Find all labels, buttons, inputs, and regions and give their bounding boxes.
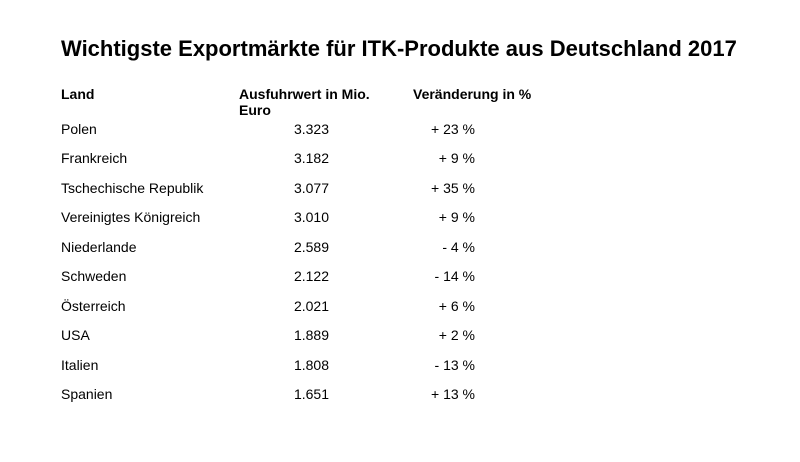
cell-value: 2.021: [293, 298, 329, 314]
table-row: Schweden 2.122 - 14 %: [0, 266, 800, 286]
table-row: Polen 3.323 + 23 %: [0, 119, 800, 139]
table-row: Vereinigtes Königreich 3.010 + 9 %: [0, 207, 800, 227]
table-row: USA 1.889 + 2 %: [0, 325, 800, 345]
cell-change: + 6 %: [438, 298, 475, 314]
cell-value: 2.122: [293, 268, 329, 284]
cell-change: + 35 %: [431, 180, 475, 196]
cell-change: - 4 %: [442, 239, 475, 255]
cell-land: Italien: [61, 357, 99, 373]
column-header-change: Veränderung in %: [413, 86, 532, 102]
cell-land: USA: [61, 327, 90, 343]
cell-value: 2.589: [293, 239, 329, 255]
cell-value: 3.077: [293, 180, 329, 196]
cell-change: + 9 %: [438, 150, 475, 166]
cell-value: 1.651: [293, 386, 329, 402]
cell-change: + 9 %: [438, 209, 475, 225]
cell-land: Niederlande: [61, 239, 137, 255]
chart-title: Wichtigste Exportmärkte für ITK-Produkte…: [61, 36, 737, 61]
cell-land: Österreich: [61, 298, 126, 314]
cell-change: + 13 %: [431, 386, 475, 402]
cell-value: 1.808: [293, 357, 329, 373]
column-header-land: Land: [61, 86, 95, 102]
table-row: Niederlande 2.589 - 4 %: [0, 237, 800, 257]
cell-land: Tschechische Republik: [61, 180, 204, 196]
cell-change: - 14 %: [434, 268, 475, 284]
cell-land: Spanien: [61, 386, 113, 402]
table-row: Frankreich 3.182 + 9 %: [0, 148, 800, 168]
cell-value: 3.323: [293, 121, 329, 137]
cell-change: + 23 %: [431, 121, 475, 137]
cell-value: 3.182: [293, 150, 329, 166]
cell-change: + 2 %: [438, 327, 475, 343]
cell-value: 1.889: [293, 327, 329, 343]
cell-change: - 13 %: [434, 357, 475, 373]
cell-land: Schweden: [61, 268, 127, 284]
table-row: Spanien 1.651 + 13 %: [0, 384, 800, 404]
table-row: Italien 1.808 - 13 %: [0, 355, 800, 375]
column-header-value: Ausfuhrwert in Mio. Euro: [239, 86, 370, 118]
cell-land: Polen: [61, 121, 97, 137]
cell-land: Frankreich: [61, 150, 128, 166]
cell-land: Vereinigtes Königreich: [61, 209, 201, 225]
table-row: Tschechische Republik 3.077 + 35 %: [0, 178, 800, 198]
table-row: Österreich 2.021 + 6 %: [0, 296, 800, 316]
cell-value: 3.010: [293, 209, 329, 225]
